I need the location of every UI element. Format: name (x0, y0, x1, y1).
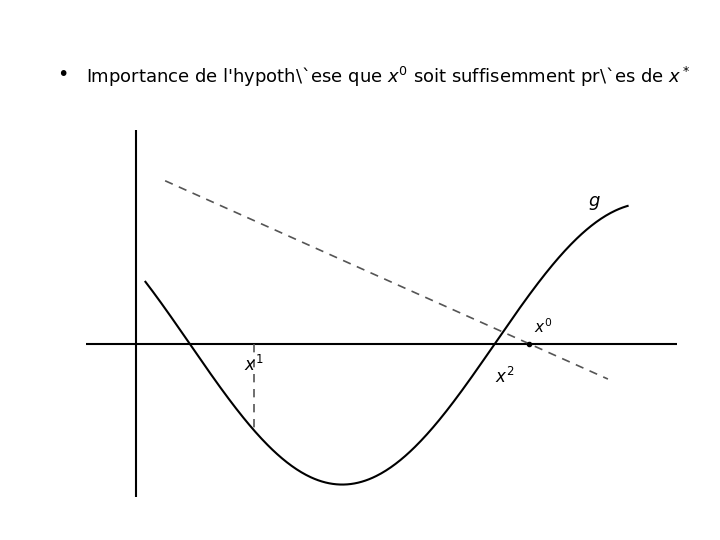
Text: $x^2$: $x^2$ (495, 367, 514, 387)
Text: $g$: $g$ (588, 194, 601, 212)
Text: $x^0$: $x^0$ (534, 318, 552, 336)
Text: •: • (58, 65, 69, 84)
Text: $x^1$: $x^1$ (244, 355, 264, 375)
Text: Importance de l'hypoth\`ese que $x^0$ soit suffisemment pr\`es de $x^*$: Importance de l'hypoth\`ese que $x^0$ so… (86, 65, 691, 89)
